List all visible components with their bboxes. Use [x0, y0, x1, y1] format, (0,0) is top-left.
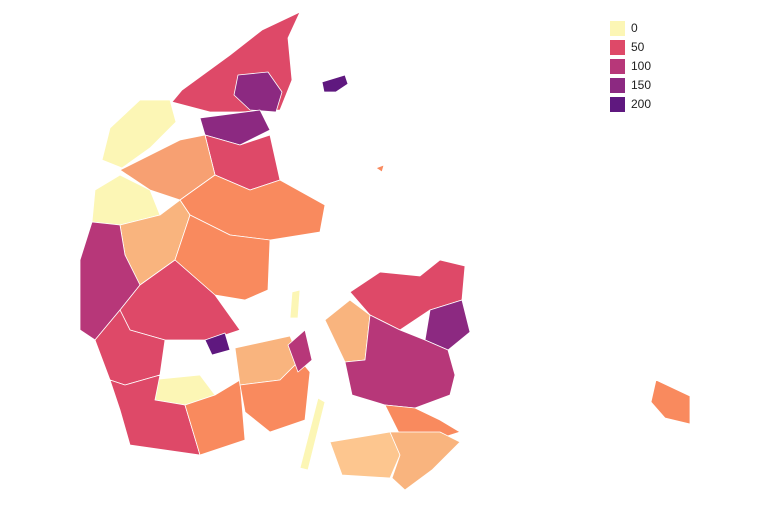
- legend-swatch: [610, 78, 625, 93]
- legend-swatch: [610, 97, 625, 112]
- region: [101, 99, 177, 169]
- region: [650, 379, 691, 425]
- region: [424, 299, 471, 351]
- region: [287, 329, 313, 373]
- region: [324, 299, 371, 363]
- legend-swatch: [610, 59, 625, 74]
- region: [184, 379, 246, 456]
- region: [389, 431, 461, 491]
- region: [239, 359, 311, 433]
- legend-swatch: [610, 40, 625, 55]
- region: [204, 332, 231, 356]
- region: [321, 74, 349, 93]
- region: [344, 314, 456, 409]
- legend: 0 50 100 150 200: [610, 21, 651, 112]
- region: [289, 289, 301, 319]
- region: [329, 431, 401, 479]
- region: [233, 71, 283, 113]
- region: [375, 164, 385, 173]
- legend-swatch: [610, 21, 625, 36]
- legend-label: 150: [631, 78, 651, 92]
- legend-label: 50: [631, 40, 645, 54]
- region: [174, 214, 271, 301]
- region: [299, 397, 326, 471]
- legend-label: 200: [631, 97, 651, 111]
- legend-label: 100: [631, 59, 651, 73]
- map-regions: [79, 11, 691, 491]
- legend-label: 0: [631, 21, 638, 35]
- region: [199, 109, 271, 146]
